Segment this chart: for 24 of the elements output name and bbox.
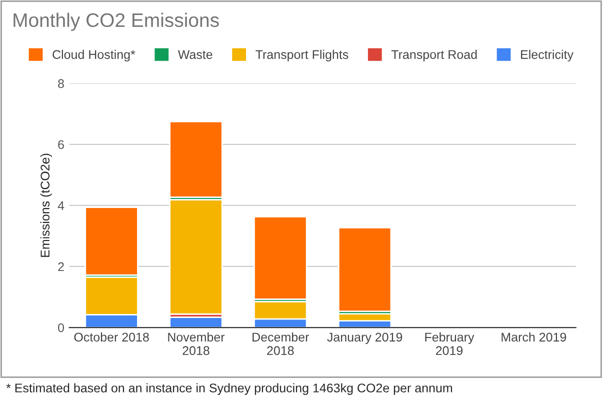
legend-label: Cloud Hosting* xyxy=(52,50,136,62)
x-tick-label: March 2019 xyxy=(502,332,566,342)
legend-label: Waste xyxy=(178,50,212,59)
y-tick-label: 6 xyxy=(58,140,64,150)
y-tick-label: 8 xyxy=(58,79,64,88)
y-tick-label: 2 xyxy=(58,262,64,272)
bar xyxy=(169,120,223,198)
x-tick-label: February 2019 xyxy=(425,332,474,356)
x-tick-label: November 2018 xyxy=(168,332,225,356)
x-tick-label: December 2018 xyxy=(252,332,310,356)
bar xyxy=(84,206,138,276)
chart-title: Monthly CO2 Emissions xyxy=(14,12,219,31)
y-axis-title: Emissions (tCO2e) xyxy=(40,154,52,257)
x-tick-label: October 2018 xyxy=(74,332,149,342)
bar xyxy=(254,216,308,300)
bar xyxy=(338,227,392,312)
y-tick-label: 4 xyxy=(58,201,64,210)
legend-label: Transport Flights xyxy=(256,50,348,62)
y-tick-label: 0 xyxy=(58,323,64,332)
legend-label: Transport Road xyxy=(391,50,477,62)
text: * Estimated based on an instance in Sydney producing 1463kg CO2e per annum xyxy=(6,383,452,395)
x-tick-label: January 2019 xyxy=(327,332,402,344)
legend-label: Electricity xyxy=(521,50,574,62)
bar xyxy=(169,198,223,315)
